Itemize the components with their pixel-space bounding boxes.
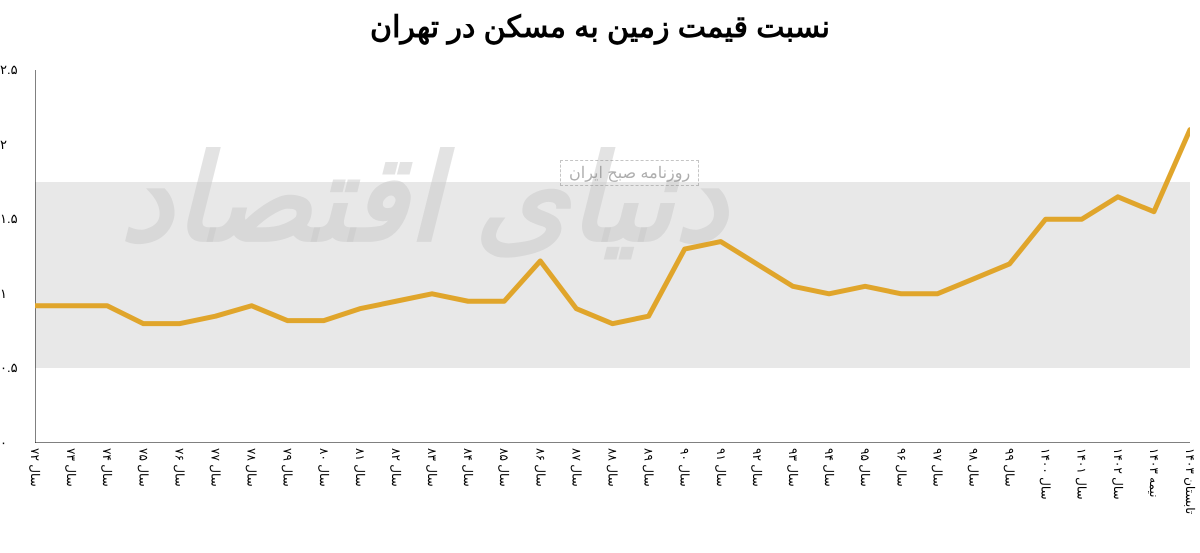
y-tick-label: ۲	[0, 137, 30, 153]
x-tick-label: سال ۷۵	[136, 448, 150, 487]
x-tick-label: سال ۷۳	[64, 448, 78, 487]
x-tick-label: سال ۹۵	[858, 448, 872, 487]
x-tick-label: سال ۹۲	[750, 448, 764, 487]
x-tick-label: سال ۸۵	[497, 448, 511, 487]
x-tick-label: سال ۹۷	[930, 448, 944, 487]
x-tick-label: سال ۹۶	[894, 448, 908, 487]
x-tick-label: سال ۷۴	[100, 448, 114, 487]
x-tick-label: سال ۱۴۰۱	[1075, 448, 1089, 500]
x-tick-label: سال ۷۹	[281, 448, 295, 487]
x-tick-label: سال ۸۱	[353, 448, 367, 487]
x-tick-label: سال ۸۲	[389, 448, 403, 487]
x-tick-label: سال ۸۰	[317, 448, 331, 487]
y-tick-label: ۱	[0, 286, 30, 302]
x-tick-label: سال ۹۳	[786, 448, 800, 487]
x-tick-label: سال ۷۸	[245, 448, 259, 487]
line-series	[35, 130, 1190, 324]
y-tick-label: ۰.۵	[0, 360, 30, 376]
x-tick-label: سال ۸۹	[642, 448, 656, 487]
plot-area	[35, 70, 1190, 443]
x-tick-label: سال ۸۴	[461, 448, 475, 487]
x-tick-label: سال ۷۶	[172, 448, 186, 487]
x-tick-label: سال ۹۹	[1003, 448, 1017, 487]
x-tick-label: سال ۷۲	[28, 448, 42, 487]
x-tick-label: نیمه ۱۴۰۳	[1147, 448, 1161, 497]
x-tick-label: سال ۹۸	[966, 448, 980, 487]
x-tick-label: سال ۷۷	[208, 448, 222, 487]
x-tick-label: سال ۱۴۰۰	[1039, 448, 1053, 500]
x-tick-label: سال ۸۸	[606, 448, 620, 487]
x-axis: سال ۷۲سال ۷۳سال ۷۴سال ۷۵سال ۷۶سال ۷۷سال …	[35, 443, 1190, 553]
x-tick-label: سال ۹۰	[678, 448, 692, 487]
y-axis: ۰۰.۵۱۱.۵۲۲.۵	[0, 70, 35, 443]
x-tick-label: سال ۱۴۰۲	[1111, 448, 1125, 500]
x-tick-label: سال ۹۱	[714, 448, 728, 487]
x-tick-label: سال ۸۳	[425, 448, 439, 487]
y-tick-label: ۰	[0, 435, 30, 451]
chart-container: نسبت قیمت زمین به مسکن در تهران دنیای اق…	[0, 0, 1200, 553]
y-tick-label: ۲.۵	[0, 62, 30, 78]
y-tick-label: ۱.۵	[0, 211, 30, 227]
chart-title: نسبت قیمت زمین به مسکن در تهران	[0, 0, 1200, 45]
x-tick-label: تابستان ۱۴۰۳	[1183, 448, 1197, 514]
x-tick-label: سال ۸۶	[533, 448, 547, 487]
chart-svg	[35, 70, 1190, 443]
x-tick-label: سال ۸۷	[569, 448, 583, 487]
x-tick-label: سال ۹۴	[822, 448, 836, 487]
